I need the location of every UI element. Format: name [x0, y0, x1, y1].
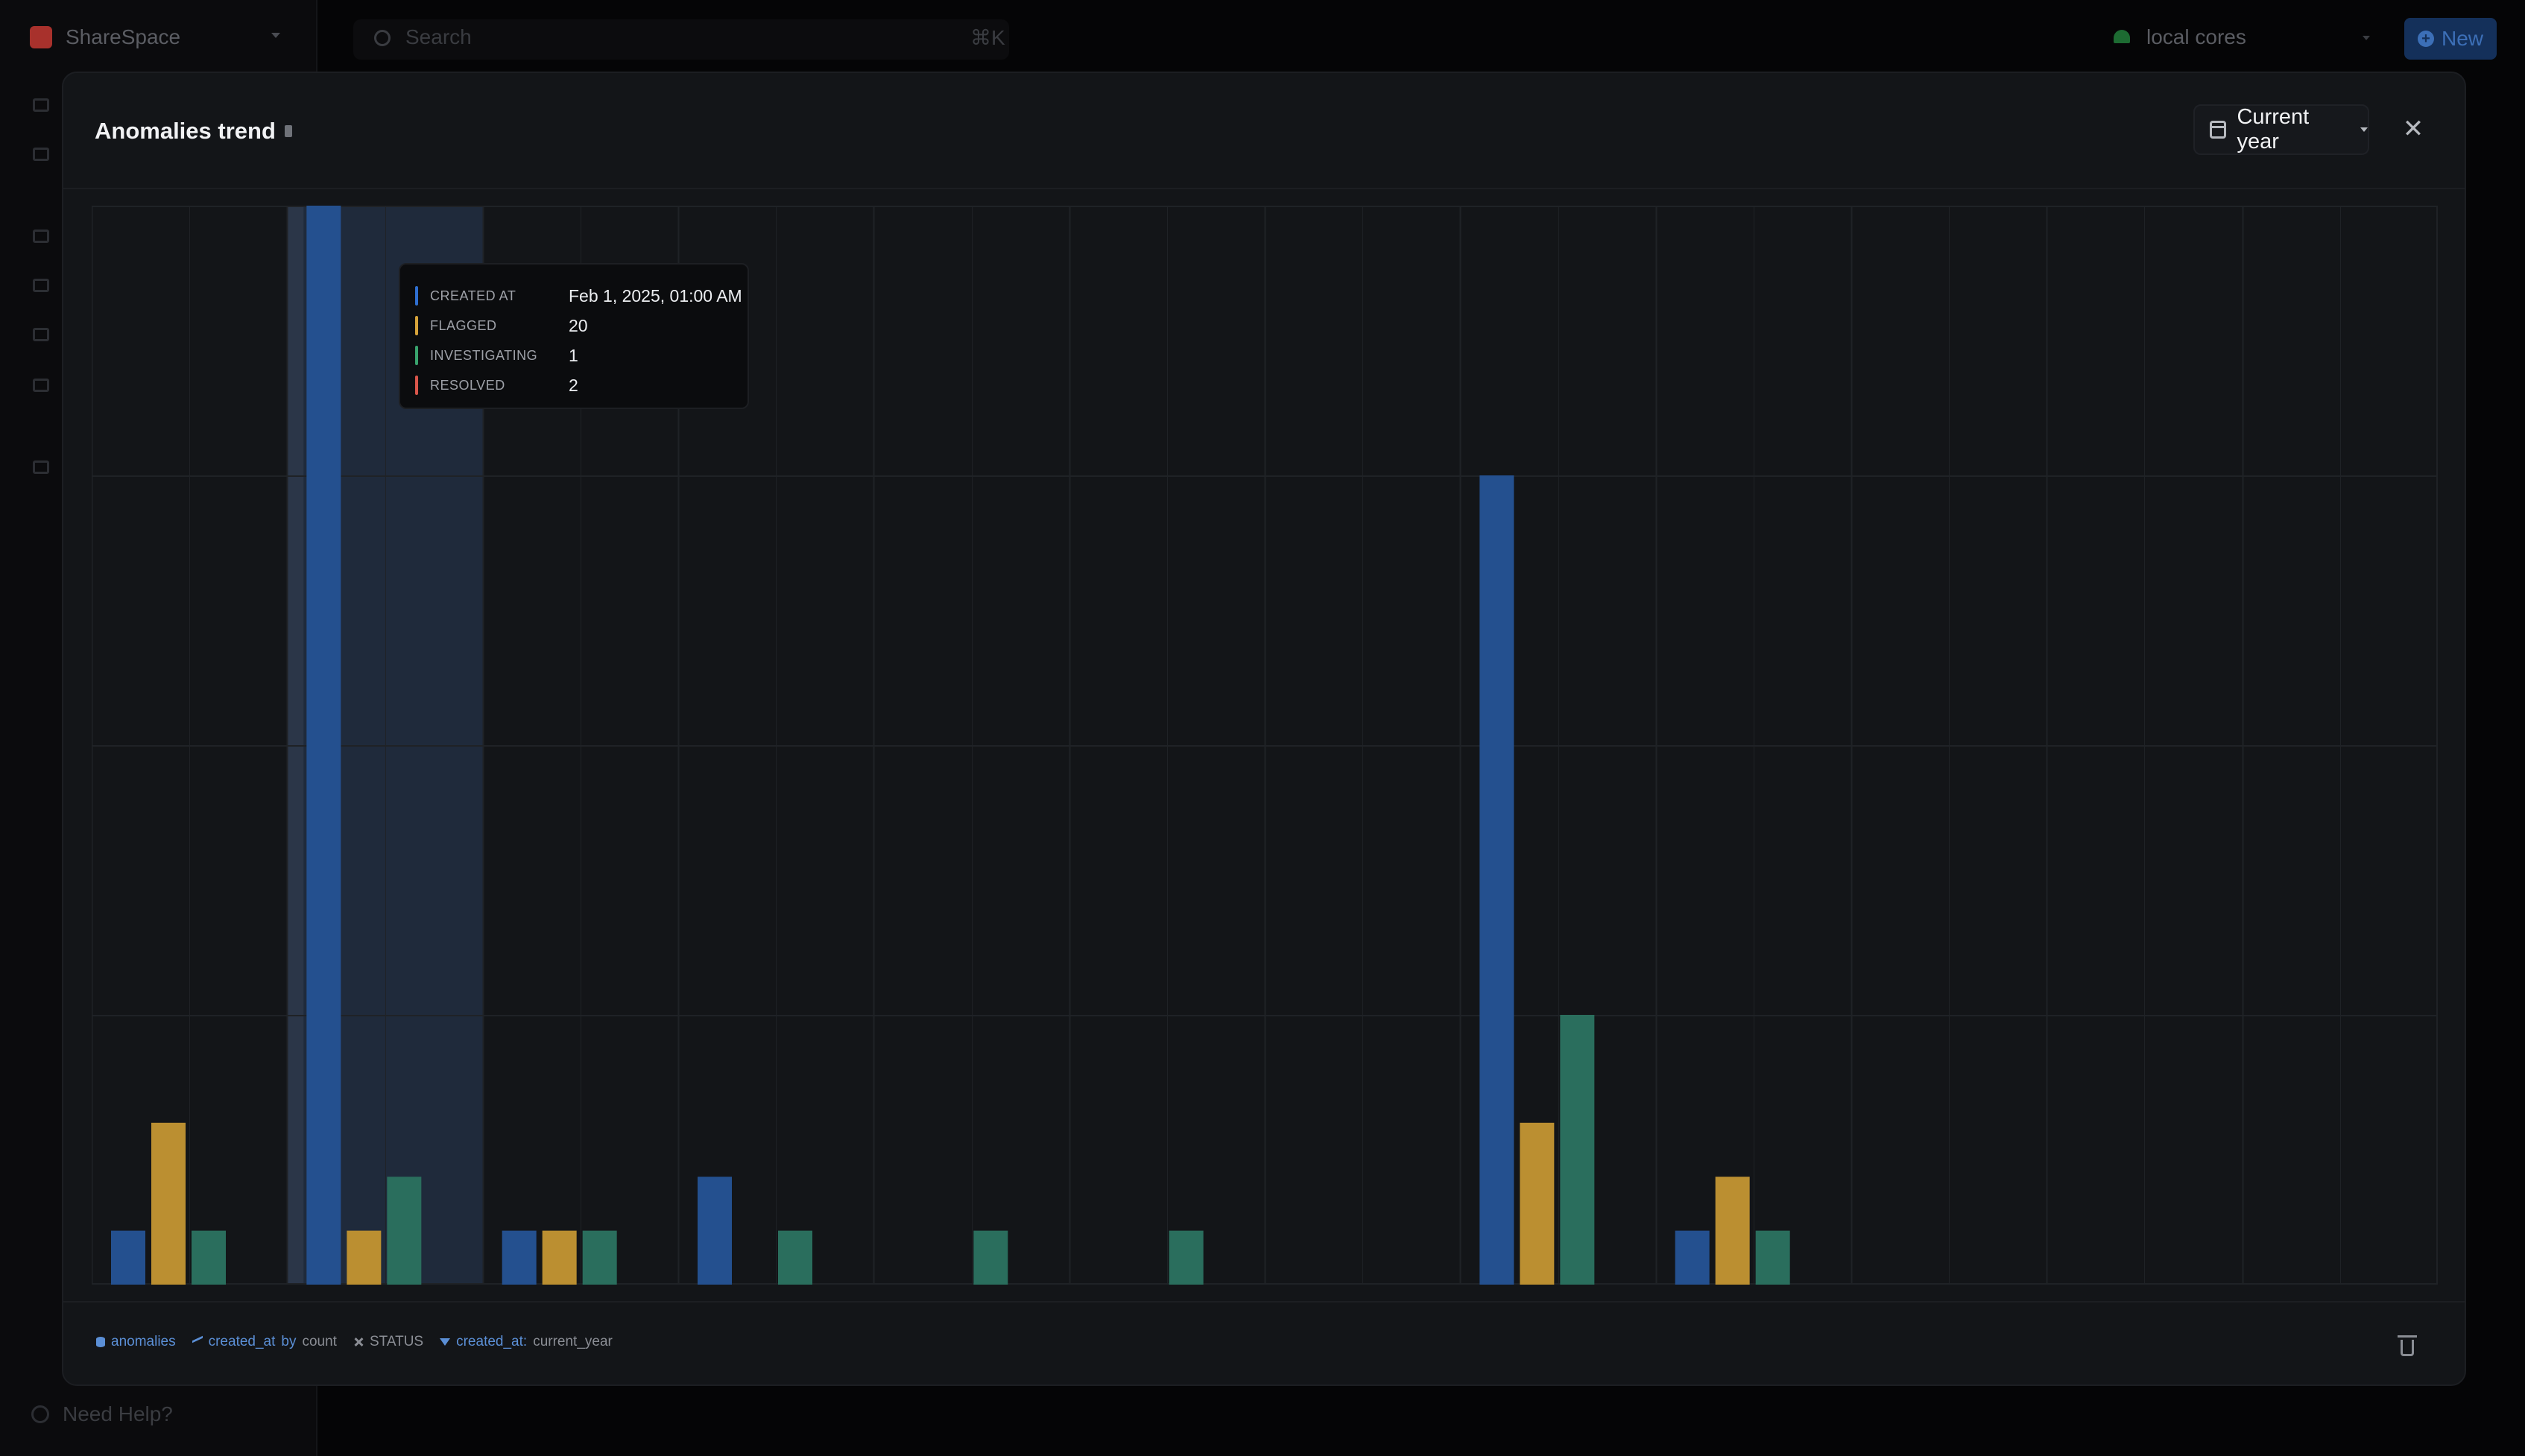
- bar: [973, 1230, 1008, 1285]
- bar: [347, 1230, 382, 1285]
- tooltip-value: 20: [569, 315, 588, 335]
- tooltip-row: INVESTIGATING 1: [415, 341, 748, 370]
- edit-icon[interactable]: [284, 125, 292, 137]
- metric-chip[interactable]: created_at by count: [192, 1334, 337, 1350]
- chevron-down-icon: [2360, 127, 2368, 132]
- new-button-label: New: [2441, 27, 2483, 50]
- bar: [698, 1177, 732, 1285]
- series-swatch: [415, 346, 418, 365]
- trash-icon-body: [2401, 1340, 2414, 1356]
- tooltip-row: RESOLVED 2: [415, 370, 748, 400]
- dashboard-icon[interactable]: [33, 98, 49, 112]
- metric-aggregation: count: [302, 1334, 337, 1349]
- breakdown-chip[interactable]: STATUS: [353, 1334, 423, 1350]
- metric-field: created_at: [208, 1334, 276, 1349]
- wifi-icon: [2114, 30, 2130, 43]
- brand-name: ShareSpace: [66, 25, 181, 48]
- plus-icon: +: [2417, 31, 2434, 47]
- bar: [582, 1230, 617, 1285]
- search-shortcut: ⌘K: [970, 26, 1005, 49]
- filter-chip[interactable]: created_at: current_year: [440, 1334, 613, 1350]
- trend-icon: [192, 1335, 203, 1349]
- series-swatch: [415, 286, 418, 306]
- chevron-down-icon: [2363, 36, 2370, 40]
- modal-title: Anomalies trend: [95, 118, 292, 145]
- shield-icon[interactable]: [33, 328, 49, 341]
- source-label: anomalies: [111, 1334, 176, 1349]
- database-icon: [96, 1337, 105, 1347]
- bar: [1675, 1230, 1710, 1285]
- bar: [1715, 1177, 1750, 1285]
- brand-logo-icon: [30, 26, 52, 48]
- help-icon: [31, 1405, 49, 1423]
- chart-modal: Anomalies trend Current year ✕ CREATED A…: [62, 72, 2466, 1386]
- date-range-label: Current year: [2237, 105, 2310, 153]
- bar: [151, 1122, 186, 1285]
- breakdown-label: STATUS: [369, 1334, 424, 1349]
- tooltip-value: 2: [569, 375, 578, 395]
- database-icon[interactable]: [33, 279, 49, 292]
- close-icon: ✕: [2402, 115, 2424, 143]
- tooltip-row: CREATED AT Feb 1, 2025, 01:00 AM: [415, 281, 748, 311]
- tooltip-value: Feb 1, 2025, 01:00 AM: [569, 285, 742, 306]
- trash-icon: [2398, 1335, 2417, 1338]
- tooltip-key: FLAGGED: [430, 317, 497, 333]
- modal-title-text: Anomalies trend: [95, 118, 276, 144]
- calendar-icon: [2210, 121, 2227, 139]
- workspace-switcher[interactable]: ShareSpace: [30, 25, 180, 49]
- help-label: Need Help?: [63, 1402, 173, 1425]
- bar: [306, 206, 341, 1285]
- chevron-down-icon: [271, 33, 280, 38]
- chart-icon[interactable]: [33, 148, 49, 161]
- query-summary: anomalies created_at by count STATUS cre…: [96, 1334, 613, 1350]
- modal-footer: anomalies created_at by count STATUS cre…: [63, 1301, 2465, 1384]
- tooltip-row: FLAGGED 20: [415, 311, 748, 341]
- source-chip[interactable]: anomalies: [96, 1334, 176, 1350]
- modal-header: Anomalies trend Current year ✕: [63, 73, 2465, 189]
- new-button[interactable]: + New: [2404, 18, 2497, 60]
- bar: [387, 1177, 422, 1285]
- filter-value: current_year: [533, 1334, 613, 1349]
- folder-icon[interactable]: [33, 230, 49, 243]
- series-swatch: [415, 316, 418, 335]
- chart-tooltip: CREATED AT Feb 1, 2025, 01:00 AM FLAGGED…: [399, 263, 749, 409]
- bar: [192, 1230, 226, 1285]
- search-input[interactable]: [353, 19, 1009, 60]
- search-icon: [374, 30, 391, 46]
- home-icon[interactable]: [33, 460, 49, 474]
- users-icon[interactable]: [33, 379, 49, 392]
- tooltip-key: CREATED AT: [430, 288, 516, 303]
- bar: [1560, 1015, 1595, 1285]
- close-button[interactable]: ✕: [2392, 107, 2435, 151]
- tooltip-key: RESOLVED: [430, 377, 505, 393]
- filter-field: created_at:: [456, 1334, 528, 1349]
- filter-icon: [440, 1338, 451, 1346]
- bar: [502, 1230, 537, 1285]
- tooltip-value: 1: [569, 345, 578, 365]
- help-link[interactable]: Need Help?: [31, 1402, 173, 1426]
- bar: [778, 1230, 812, 1285]
- tooltip-key: INVESTIGATING: [430, 347, 538, 363]
- bar: [1169, 1230, 1204, 1285]
- bar: [1755, 1230, 1790, 1285]
- metric-by: by: [281, 1334, 297, 1349]
- series-swatch: [415, 376, 418, 395]
- bar: [1520, 1122, 1555, 1285]
- date-range-select[interactable]: Current year: [2193, 104, 2369, 155]
- split-icon: [353, 1337, 364, 1347]
- delete-button[interactable]: [2396, 1332, 2420, 1359]
- bar: [542, 1230, 577, 1285]
- search-placeholder: Search: [405, 25, 472, 48]
- connection-label: local cores: [2146, 25, 2246, 48]
- bar: [111, 1230, 145, 1285]
- bar: [1479, 475, 1514, 1285]
